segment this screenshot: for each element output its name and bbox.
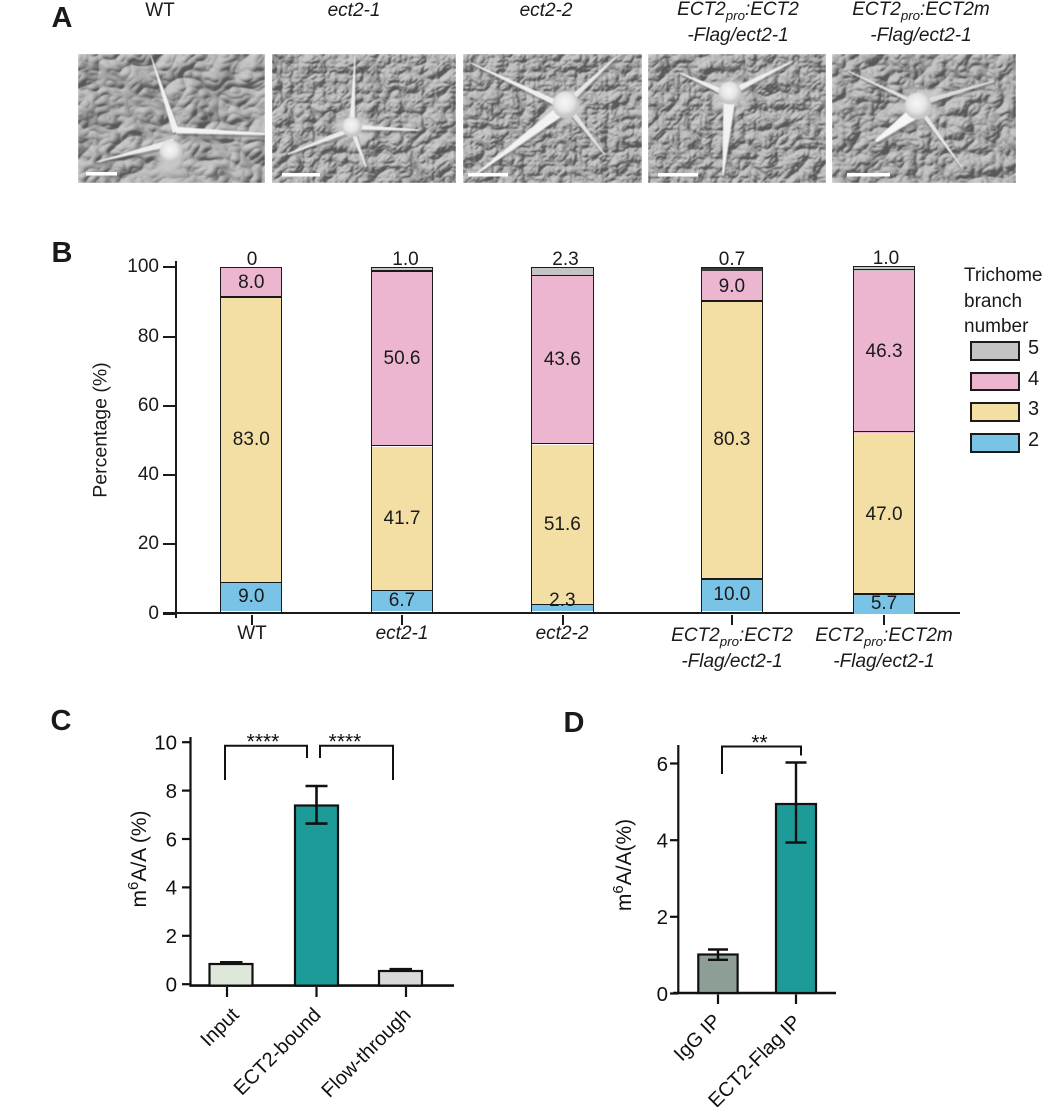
svg-text:m6A/A(%): m6A/A(%) xyxy=(610,819,636,911)
svg-text:4: 4 xyxy=(166,877,177,900)
svg-text:**: ** xyxy=(751,732,767,755)
svg-text:6: 6 xyxy=(657,753,668,776)
svg-text:m6A/A (%): m6A/A (%) xyxy=(125,810,151,907)
svg-text:6: 6 xyxy=(166,828,177,851)
svg-text:2: 2 xyxy=(657,906,668,929)
svg-text:****: **** xyxy=(329,731,362,754)
svg-text:****: **** xyxy=(247,731,280,754)
svg-text:Input: Input xyxy=(197,1004,244,1051)
svg-text:ECT2-bound: ECT2-bound xyxy=(230,1004,326,1100)
svg-text:0: 0 xyxy=(657,983,668,1006)
svg-text:4: 4 xyxy=(657,830,668,853)
svg-text:10: 10 xyxy=(154,732,177,755)
svg-text:Flow-through: Flow-through xyxy=(317,1004,415,1102)
svg-text:0: 0 xyxy=(166,974,177,997)
svg-text:8: 8 xyxy=(166,780,177,803)
svg-text:IgG IP: IgG IP xyxy=(670,1010,726,1066)
svg-text:2: 2 xyxy=(166,925,177,948)
